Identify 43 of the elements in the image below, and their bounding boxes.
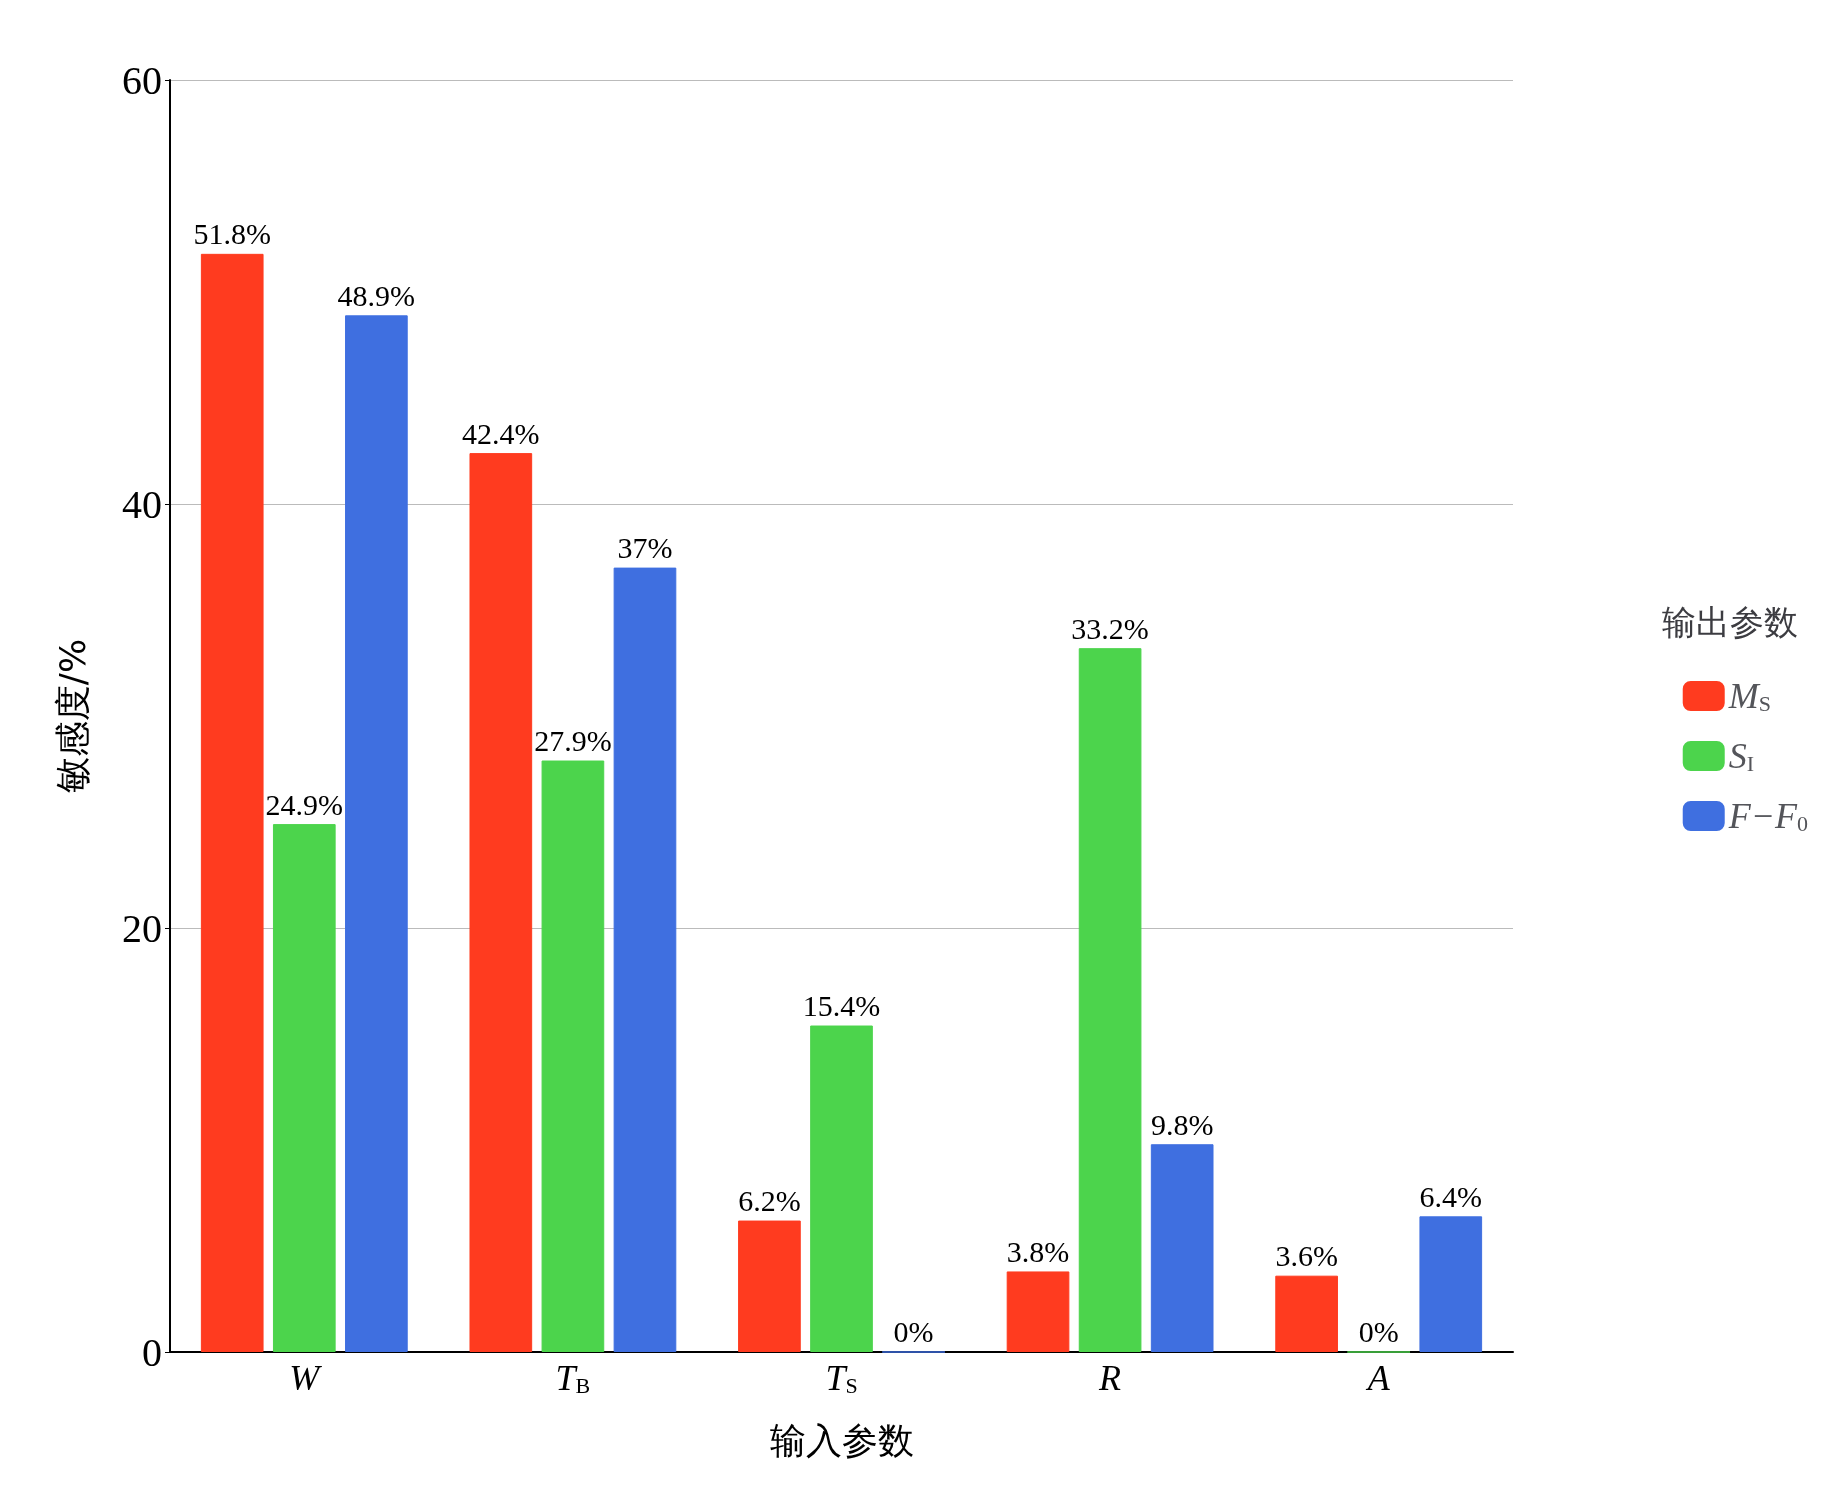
legend-label: F−F0: [1727, 796, 1808, 836]
bar: [345, 315, 408, 1352]
x-tick-label: R: [1098, 1358, 1122, 1398]
x-tick-label: W: [289, 1358, 323, 1398]
bar: [1419, 1216, 1483, 1352]
data-label: 42.4%: [462, 416, 540, 450]
bar: [1150, 1144, 1214, 1352]
legend-label: MS: [1727, 676, 1771, 716]
bar: [738, 1220, 801, 1352]
data-label: 6.4%: [1419, 1179, 1483, 1213]
data-label: 6.2%: [738, 1184, 801, 1218]
data-label: 27.9%: [534, 724, 612, 758]
x-tick-label: TB: [555, 1358, 591, 1398]
data-label: 0%: [1358, 1315, 1399, 1348]
y-tick-label: 60: [122, 57, 162, 103]
bar: [469, 453, 533, 1352]
x-axis-title: 输入参数: [769, 1419, 914, 1461]
data-label: 3.6%: [1275, 1239, 1338, 1273]
legend-title: 输出参数: [1662, 602, 1798, 642]
data-label: 24.9%: [265, 787, 344, 821]
bar: [541, 760, 605, 1352]
data-label: 9.8%: [1150, 1107, 1214, 1141]
bar: [1275, 1275, 1338, 1352]
x-tick-label: TS: [825, 1358, 858, 1398]
data-label: 15.4%: [802, 989, 881, 1023]
data-label: 51.8%: [193, 217, 271, 251]
bar: [200, 253, 264, 1352]
y-tick-label: 40: [122, 481, 162, 527]
y-tick-label: 0: [142, 1329, 162, 1375]
bar: [613, 567, 677, 1352]
bar: [1006, 1271, 1070, 1352]
y-axis-title: 敏感度/%: [51, 638, 93, 794]
data-label: 0%: [893, 1315, 934, 1348]
bar: [272, 824, 336, 1352]
data-label: 3.8%: [1006, 1234, 1070, 1268]
data-label: 37%: [617, 531, 673, 565]
data-label: 48.9%: [337, 278, 416, 312]
x-tick-label: A: [1365, 1358, 1391, 1398]
bar: [810, 1025, 873, 1352]
data-label: 33.2%: [1071, 611, 1149, 645]
bar: [1078, 648, 1142, 1352]
y-tick-label: 20: [122, 905, 162, 951]
legend-label: SI: [1728, 736, 1755, 776]
